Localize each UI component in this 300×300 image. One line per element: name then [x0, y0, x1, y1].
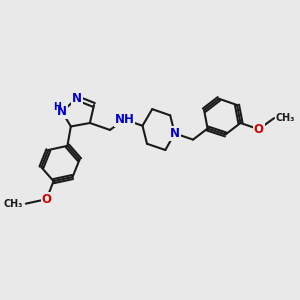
Text: O: O: [254, 123, 264, 136]
Text: N: N: [170, 127, 180, 140]
Text: H: H: [53, 102, 61, 112]
Text: CH₃: CH₃: [276, 113, 295, 123]
Text: N: N: [72, 92, 82, 105]
Text: N: N: [57, 105, 67, 119]
Text: O: O: [42, 193, 52, 206]
Text: NH: NH: [115, 113, 134, 126]
Text: CH₃: CH₃: [3, 199, 22, 209]
